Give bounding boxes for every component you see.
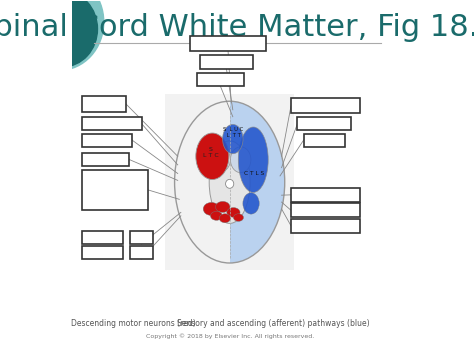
FancyBboxPatch shape <box>297 117 351 130</box>
FancyBboxPatch shape <box>82 134 132 147</box>
Ellipse shape <box>238 127 268 193</box>
Circle shape <box>16 0 104 70</box>
Ellipse shape <box>174 101 285 263</box>
FancyBboxPatch shape <box>197 73 244 86</box>
Text: Spinal Cord White Matter, Fig 18.8: Spinal Cord White Matter, Fig 18.8 <box>0 13 474 42</box>
Text: Descending motor neurons (red): Descending motor neurons (red) <box>71 319 196 328</box>
Ellipse shape <box>209 141 250 223</box>
FancyBboxPatch shape <box>129 231 153 244</box>
Circle shape <box>226 179 234 188</box>
FancyBboxPatch shape <box>291 219 360 233</box>
FancyBboxPatch shape <box>200 56 253 69</box>
Ellipse shape <box>219 214 230 223</box>
FancyBboxPatch shape <box>82 96 126 111</box>
Ellipse shape <box>227 208 240 217</box>
Ellipse shape <box>210 211 222 220</box>
Text: S  L U C
 L  T T: S L U C L T T <box>223 127 243 138</box>
Ellipse shape <box>230 147 251 173</box>
FancyBboxPatch shape <box>129 246 153 259</box>
Ellipse shape <box>223 125 243 154</box>
Text: Copyright © 2018 by Elsevier Inc. All rights reserved.: Copyright © 2018 by Elsevier Inc. All ri… <box>146 333 314 339</box>
Circle shape <box>28 0 98 67</box>
Ellipse shape <box>233 214 244 221</box>
FancyBboxPatch shape <box>165 94 229 270</box>
Ellipse shape <box>216 201 230 212</box>
Ellipse shape <box>207 147 230 173</box>
Ellipse shape <box>203 202 219 215</box>
FancyBboxPatch shape <box>304 134 345 147</box>
FancyBboxPatch shape <box>229 94 294 270</box>
Ellipse shape <box>243 193 259 214</box>
FancyBboxPatch shape <box>291 203 360 217</box>
FancyBboxPatch shape <box>191 36 266 51</box>
FancyBboxPatch shape <box>291 99 360 113</box>
FancyBboxPatch shape <box>82 246 123 259</box>
Ellipse shape <box>196 133 229 179</box>
Ellipse shape <box>174 101 285 263</box>
FancyBboxPatch shape <box>291 188 360 202</box>
FancyBboxPatch shape <box>82 170 148 210</box>
FancyBboxPatch shape <box>82 153 129 166</box>
Text: Sensory and ascending (afferent) pathways (blue): Sensory and ascending (afferent) pathway… <box>177 319 370 328</box>
Text: S
L T C: S L T C <box>203 147 219 158</box>
Text: C T L S: C T L S <box>244 171 264 176</box>
FancyBboxPatch shape <box>82 117 142 130</box>
FancyBboxPatch shape <box>82 231 123 244</box>
Ellipse shape <box>174 101 285 263</box>
